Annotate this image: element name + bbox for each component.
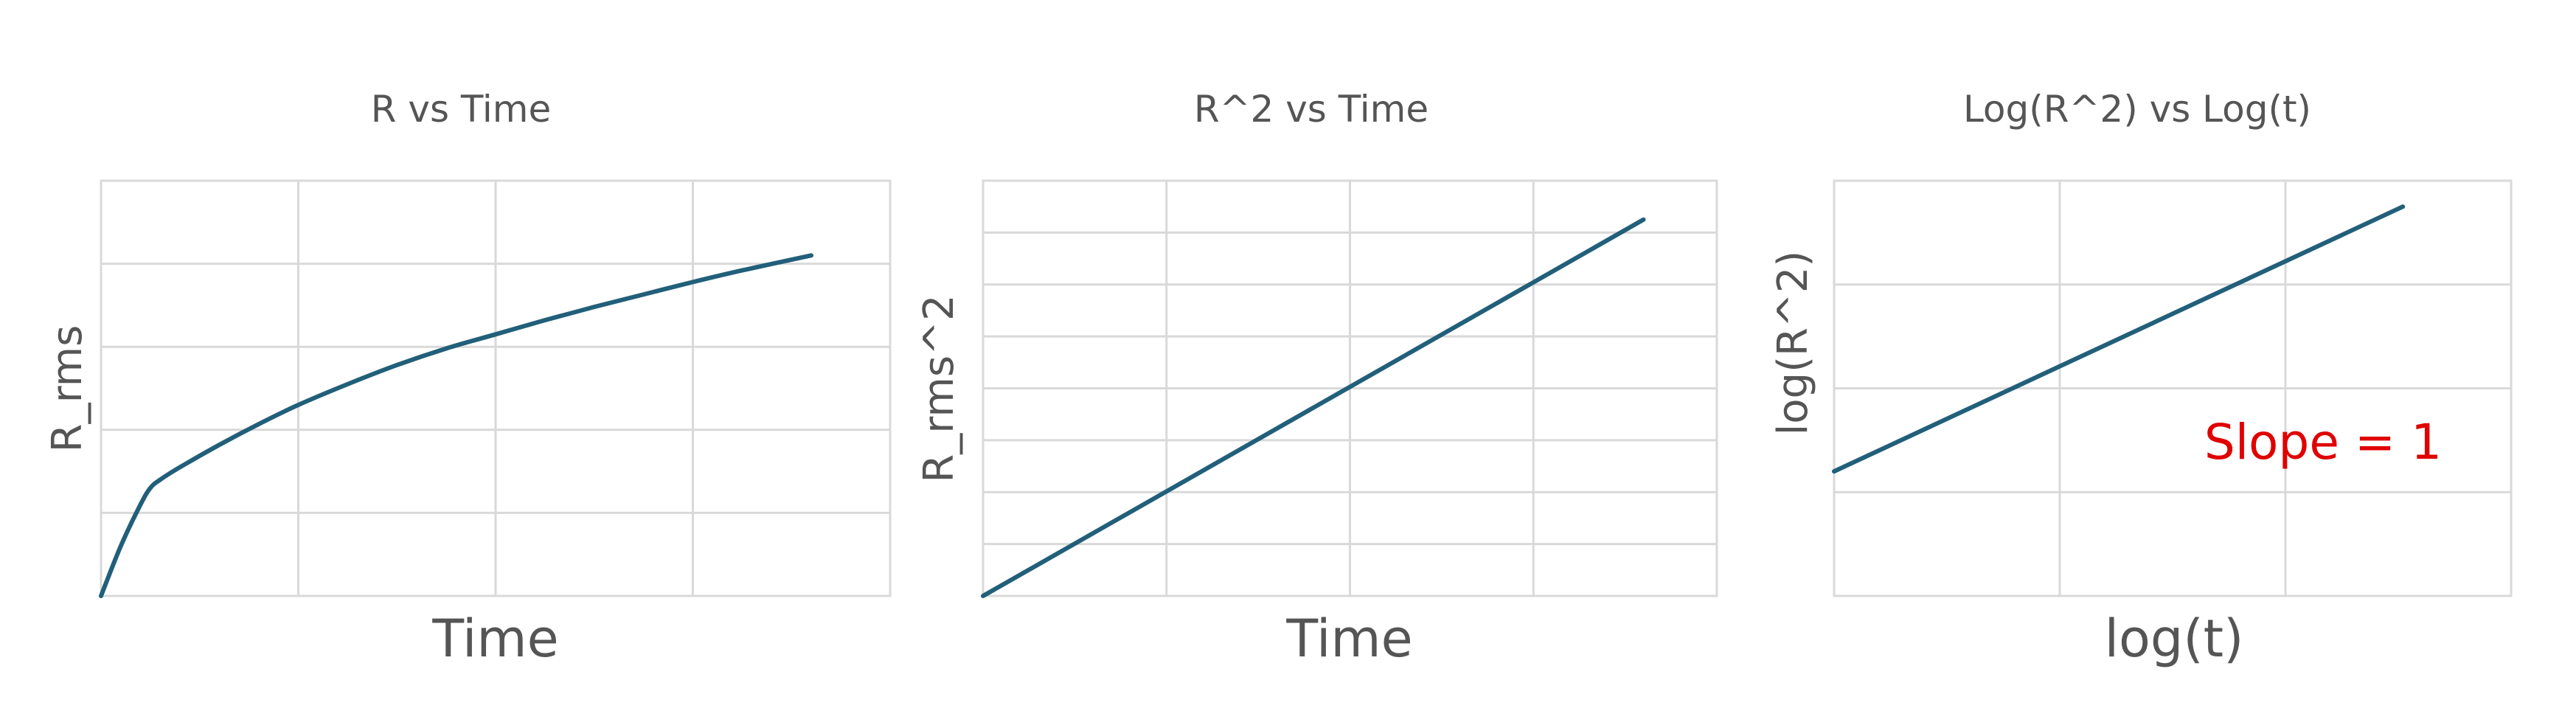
chart-r-vs-time: R vs Time Time R_rms <box>44 88 892 669</box>
grid <box>1834 181 2511 596</box>
series-layer <box>1832 204 2406 474</box>
grid <box>101 181 890 596</box>
series-line <box>981 217 1646 598</box>
chart-title: R vs Time <box>371 88 552 131</box>
grid <box>983 181 1717 596</box>
series-line <box>99 253 813 598</box>
chart-r2-vs-time: R^2 vs Time Time R_rms^2 <box>915 88 1718 669</box>
chart-title: Log(R^2) vs Log(t) <box>1963 88 2311 131</box>
series-layer <box>981 217 1646 598</box>
plot-frame <box>982 179 1718 597</box>
chart-log-r2-vs-log-t: Log(R^2) vs Log(t) Slope = 1 log(t) log(… <box>1769 88 2513 669</box>
x-axis-label: log(t) <box>2105 608 2244 669</box>
y-axis-label: R_rms^2 <box>915 294 963 482</box>
y-axis-label: R_rms <box>44 325 91 453</box>
plot-frame <box>1833 179 2513 597</box>
series-line <box>1832 204 2406 474</box>
chart-title: R^2 vs Time <box>1194 88 1428 131</box>
x-axis-label: Time <box>431 608 558 669</box>
slope-annotation: Slope = 1 <box>2204 414 2442 471</box>
y-axis-label: log(R^2) <box>1769 251 1817 436</box>
plot-frame <box>100 179 892 597</box>
x-axis-label: Time <box>1285 608 1412 669</box>
series-layer <box>99 253 813 598</box>
